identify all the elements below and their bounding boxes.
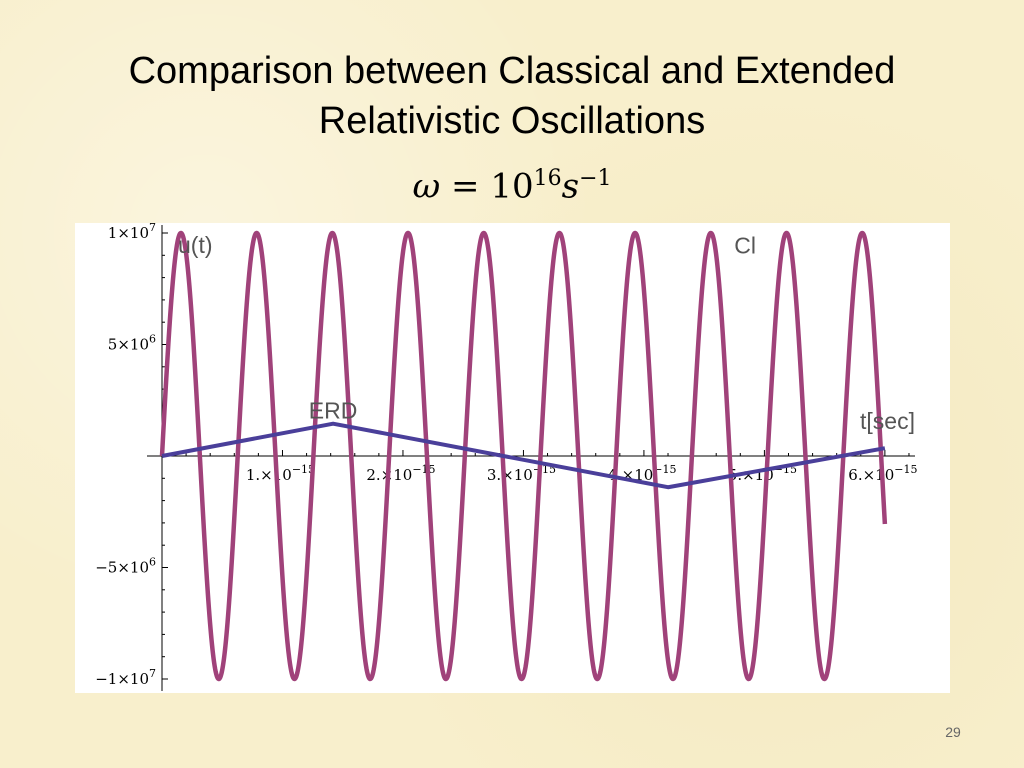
x-axis-label: t[sec]: [860, 408, 915, 434]
erd-series-label: ERD: [309, 398, 358, 424]
plot-panel: 1×107 5×106 −5×106 −1×107 1.×10−15 2.×10−15 3.…: [75, 223, 950, 693]
frequency-formula: ω = 1016s−1: [0, 166, 1024, 206]
omega-symbol: ω: [412, 166, 441, 207]
equals-sign: =: [440, 166, 491, 207]
oscillation-chart: 1×107 5×106 −5×106 −1×107 1.×10−15 2.×10−15 3.…: [95, 223, 917, 691]
erd-series-line: [161, 421, 886, 490]
y-tick-label: −5×106: [95, 556, 156, 577]
slide-title-line-1: Comparison between Classical and Extende…: [128, 50, 896, 92]
y-tick-label: 1×107: [108, 223, 156, 242]
slide-title-line-2: Relativistic Oscillations: [318, 100, 706, 142]
page-number: 29: [945, 724, 961, 740]
formula-base: 10: [490, 166, 534, 207]
formula-unit-exponent: −1: [579, 166, 612, 191]
classical-series-line: [159, 230, 888, 682]
x-tick-label: 3.×10−15: [487, 463, 556, 484]
slide-title: Comparison between Classical and Extende…: [0, 46, 1024, 146]
x-tick-label: 1.×10−15: [246, 463, 315, 484]
y-tick-label: 5×106: [108, 333, 156, 354]
formula-unit: s: [561, 166, 580, 207]
y-axis-label: u(t): [178, 232, 213, 258]
formula-exponent: 16: [533, 166, 562, 191]
classical-series-label: Cl: [734, 233, 756, 259]
x-tick-label: 2.×10−15: [366, 463, 435, 484]
y-tick-label: −1×107: [95, 667, 156, 688]
